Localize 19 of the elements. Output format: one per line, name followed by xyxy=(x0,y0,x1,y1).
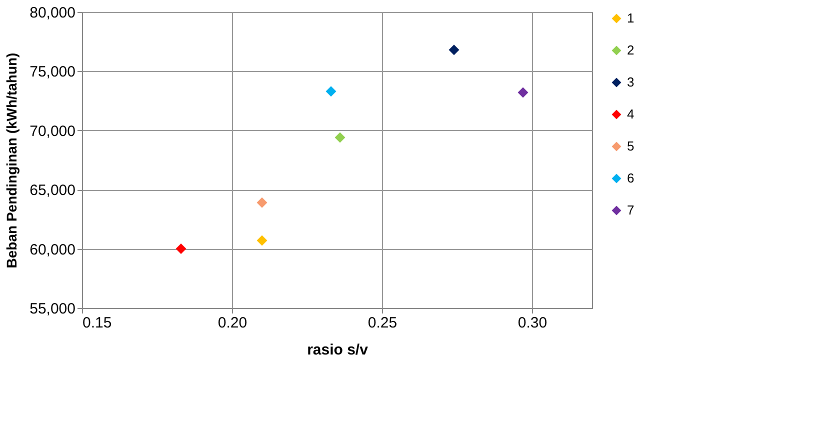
x-tick-label: 0.20 xyxy=(218,314,248,332)
x-tick-label: 0.25 xyxy=(368,314,398,332)
y-tick-label: 80,000 xyxy=(30,4,76,22)
legend-label: 5 xyxy=(627,138,634,154)
legend-label: 6 xyxy=(627,170,634,186)
y-tick-label: 75,000 xyxy=(30,64,76,81)
legend-label: 1 xyxy=(627,10,634,26)
y-tick-label: 70,000 xyxy=(30,122,76,140)
y-axis-title: Beban Pendinginan (kWh/tahun) xyxy=(4,52,20,268)
legend-label: 2 xyxy=(627,42,634,58)
x-axis-title: rasio s/v xyxy=(307,342,369,358)
x-tick-label: 0.15 xyxy=(82,314,112,332)
y-tick-label: 65,000 xyxy=(30,182,76,200)
y-tick-label: 60,000 xyxy=(30,241,76,258)
x-tick-label: 0.30 xyxy=(518,314,548,332)
y-tick-label: 55,000 xyxy=(30,300,76,318)
legend-label: 3 xyxy=(627,74,634,90)
legend-label: 4 xyxy=(627,106,634,122)
legend-label: 7 xyxy=(627,202,634,218)
